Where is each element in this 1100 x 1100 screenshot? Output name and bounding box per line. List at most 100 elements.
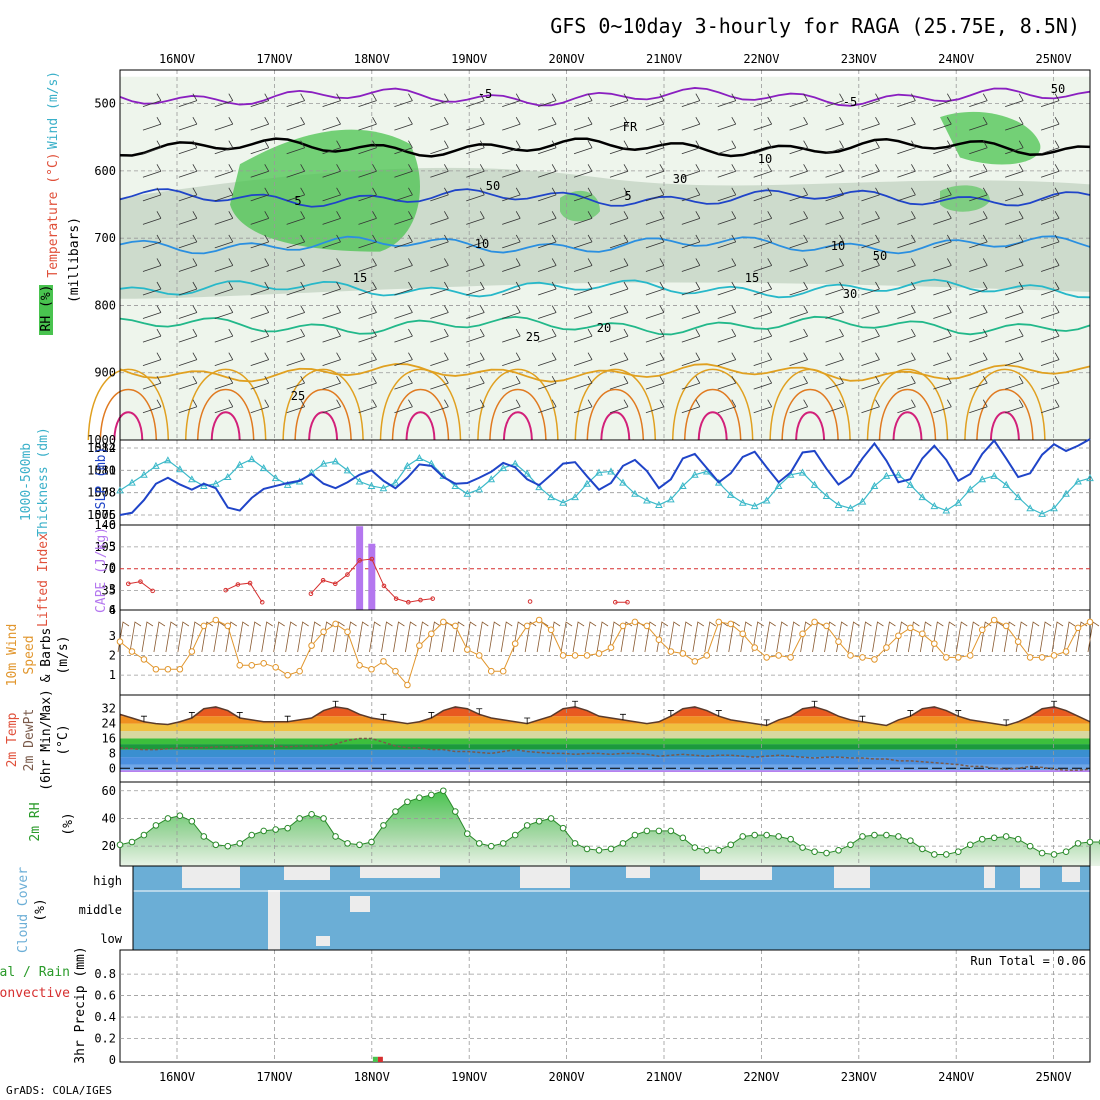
rh-point-81 <box>1086 838 1094 846</box>
rh-tick-2: 60 <box>102 784 116 798</box>
wind-barb <box>717 352 737 367</box>
panel-precip: 0 0.2 0.4 0.6 0.8 <box>94 949 1091 1067</box>
wind-barb <box>430 375 449 390</box>
wind-barb <box>897 187 916 202</box>
wind-barb <box>1005 258 1024 272</box>
thk-frame <box>119 439 1091 526</box>
isotherm-30-bubble <box>196 388 255 441</box>
thickness-point-73 <box>990 471 999 479</box>
wind-barb <box>430 187 449 202</box>
wind-barb <box>142 116 162 131</box>
wind10-barb-67 <box>919 621 932 653</box>
li-point-13 <box>381 583 387 589</box>
wind10-point-68 <box>931 640 938 647</box>
thickness-point-29 <box>463 489 472 497</box>
wind-barb <box>717 258 737 272</box>
wind-barb <box>178 211 198 225</box>
wind-barb <box>753 164 773 178</box>
wind10-point-12 <box>260 660 268 667</box>
rh-point-74 <box>1002 833 1010 840</box>
temp-minmax-bar <box>811 700 818 707</box>
wind-barb <box>466 375 485 390</box>
isotherm-35-bubble <box>989 411 1020 441</box>
wind10-barb-32 <box>500 621 513 653</box>
wind10-barb-10 <box>237 621 249 653</box>
rh-point-22 <box>380 822 387 829</box>
profile-label-temp: Temperature (°C) <box>46 152 61 277</box>
bottom-day-label: 17NOV <box>256 1070 292 1084</box>
thk-left-tick-2: 580 <box>94 463 116 477</box>
wind10-point-81 <box>1086 618 1094 626</box>
wind-barb <box>358 93 377 108</box>
wind10-point-48 <box>691 658 699 665</box>
thickness-point-68 <box>930 502 939 510</box>
wind-barb <box>502 211 521 225</box>
wind-barb <box>322 116 341 131</box>
wind10-barb-61 <box>848 621 860 653</box>
wind-barb <box>250 399 270 414</box>
wind10-barb-27 <box>440 621 453 653</box>
contour-label: 5 <box>624 189 631 203</box>
temp-minmax-bar <box>619 713 626 720</box>
wind-barb <box>897 258 916 272</box>
temp-minmax-bar <box>1003 719 1010 726</box>
thickness-point-2 <box>140 470 148 478</box>
wind10-barb-28 <box>452 621 465 653</box>
isotherm-35-bubble <box>405 411 436 441</box>
thickness-point-19 <box>343 466 352 474</box>
cape-bar-0 <box>356 526 364 610</box>
wind-barb <box>1005 164 1024 178</box>
wind-barb <box>609 305 629 319</box>
temp-band-0 <box>120 770 1090 772</box>
precip-tick-2: 0.4 <box>94 1010 116 1024</box>
wind-barb <box>1005 281 1024 296</box>
wind-barb <box>609 375 629 390</box>
wind10-barb-42 <box>620 621 633 653</box>
thk-right-tick-1: 1008 <box>87 486 116 500</box>
rh-area <box>120 790 1100 866</box>
wind-barb <box>933 93 952 108</box>
isotherm-35-bubble <box>795 411 826 441</box>
wind-barb <box>789 352 808 367</box>
isotherm-30-bubble <box>586 388 645 441</box>
wind10-barb-9 <box>225 621 237 653</box>
wind10-barb-38 <box>572 621 585 653</box>
wind-barb <box>214 234 234 249</box>
wind-barb <box>825 116 844 131</box>
wind-barb <box>430 234 449 249</box>
wind-barb <box>897 211 916 225</box>
wind-barb <box>538 164 557 178</box>
cloud-gap-10 <box>268 890 280 950</box>
cape-bar-1 <box>368 543 376 610</box>
wind-barb <box>358 375 377 390</box>
wind-barb <box>681 164 701 178</box>
wind-barb <box>250 375 270 390</box>
rh-point-37 <box>559 824 567 832</box>
precip-legend-convective: Convective <box>0 986 70 1001</box>
wind-barb <box>322 399 341 414</box>
wind-barb <box>753 234 773 249</box>
wind-barb <box>214 258 234 272</box>
thickness-point-0 <box>116 486 124 494</box>
wind10-point-27 <box>440 618 447 626</box>
temp-minmax-bar <box>715 710 722 717</box>
rh2m-unit: (%) <box>61 812 76 835</box>
rh-point-43 <box>631 831 639 839</box>
panel-thickness-slp: 576 578 580 582 1005 1008 1011 1014 <box>87 438 1094 526</box>
wind-barb <box>142 399 162 414</box>
isotherm-25-bubble <box>477 368 559 441</box>
thickness-point-51 <box>726 490 735 498</box>
li-point-14 <box>393 596 399 601</box>
wind-barb <box>538 187 557 202</box>
wind-barb <box>897 234 916 249</box>
wind-barb <box>394 258 413 272</box>
rh-point-8 <box>212 841 220 849</box>
wind-barb <box>1005 305 1024 319</box>
rh-point-16 <box>308 811 315 818</box>
wind-barb <box>214 281 234 296</box>
wind10-barb-13 <box>273 621 285 653</box>
wind10-barb-5 <box>177 621 190 653</box>
wind-barb <box>502 281 521 296</box>
